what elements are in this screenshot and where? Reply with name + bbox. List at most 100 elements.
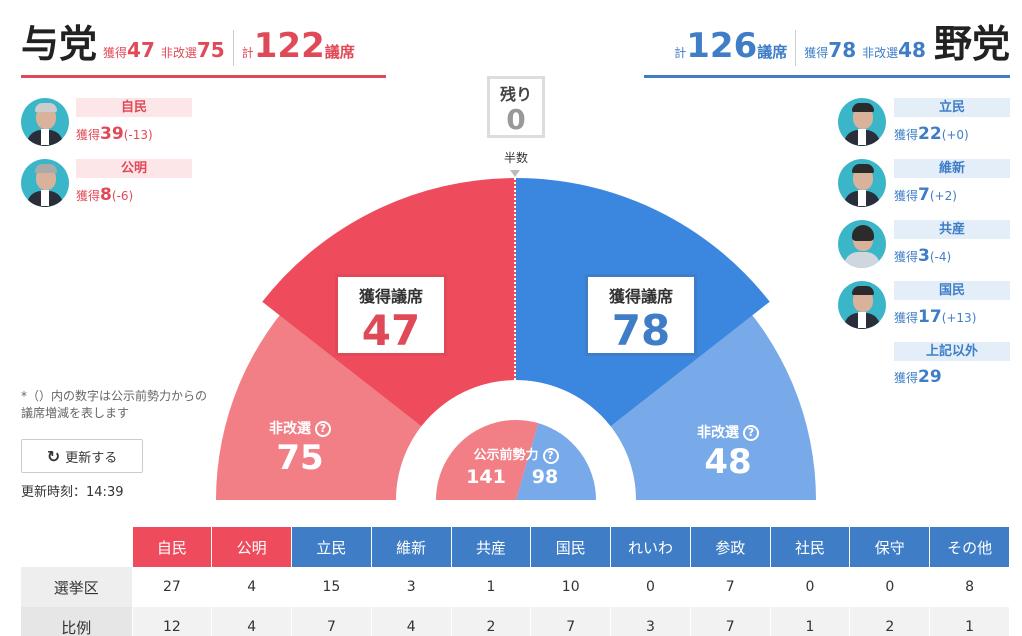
table-header-cell: 維新: [371, 527, 452, 567]
remaining-seats-box: 残り 0: [487, 76, 545, 138]
table-corner: [21, 527, 133, 567]
divider: [232, 29, 234, 66]
table-header-cell: 社民: [770, 527, 851, 567]
table-cell: 2: [849, 607, 931, 636]
party-label-jcp: 共産: [894, 220, 1010, 239]
prior-strength-label: 公示前勢力: [473, 448, 539, 463]
ruling-header: 与党 獲得 47 非改選 75 計 122 議席: [21, 20, 386, 78]
party-label-ldp: 自民: [76, 98, 192, 117]
ruling-unelected-label: 非改選: [160, 46, 197, 60]
opposition-unelected-label: 非改選: [862, 46, 899, 60]
remaining-label: 残り: [499, 85, 532, 104]
refresh-icon: ↻: [46, 446, 61, 466]
party-label-cdp: 立民: [894, 98, 1010, 117]
party-result-jcp: 獲得3(-4): [894, 246, 952, 266]
opposition-total: 126: [686, 26, 758, 66]
table-cell: 10: [530, 567, 612, 607]
table-row-label: 選挙区: [21, 567, 133, 607]
ruling-unelected-info: 非改選? 75: [250, 418, 350, 478]
party-result-ldp: 獲得39(-13): [76, 124, 153, 144]
prior-strength-info: 公示前勢力?: [456, 444, 576, 464]
table-cell: 1: [770, 607, 851, 636]
ruling-prior-segment: [436, 420, 539, 500]
party-label-dpp: 国民: [894, 281, 1010, 300]
table-row-label: 比例: [21, 607, 133, 636]
help-icon[interactable]: ?: [315, 421, 331, 437]
table-row: 選挙区 27 4 15 3 1 10 0 7 0 0 8: [21, 567, 1010, 607]
ruling-won-box: 獲得議席 47: [335, 274, 447, 356]
ruling-total: 122: [253, 26, 325, 66]
table-header-cell: 参政: [690, 527, 771, 567]
table-header-cell: 立民: [291, 527, 372, 567]
table-header-cell: れいわ: [610, 527, 691, 567]
table-cell: 7: [690, 607, 771, 636]
table-cell: 4: [371, 607, 452, 636]
opposition-unelected-value: 48: [704, 442, 752, 482]
table-cell: 1: [451, 567, 532, 607]
party-result-komeito: 獲得8(-6): [76, 185, 134, 205]
ruling-title: 与党: [21, 22, 98, 66]
majority-marker-icon: [510, 170, 520, 177]
opposition-unelected-text: 非改選: [697, 425, 739, 441]
ruling-won-box-label: 獲得議席: [358, 287, 423, 306]
table-header-row: 自民 公明 立民 維新 共産 国民 れいわ 参政 社民 保守 その他: [21, 527, 1010, 567]
opposition-won-box-count: 78: [611, 306, 671, 355]
table-header-cell: 保守: [849, 527, 931, 567]
party-result-others: 獲得29: [894, 367, 942, 387]
opposition-seats-unit: 議席: [757, 43, 788, 61]
opposition-header: 計 126 議席 獲得 78 非改選 48 野党: [644, 20, 1010, 78]
majority-label: 半数: [503, 151, 528, 165]
opposition-won-count: 78: [828, 38, 857, 62]
ruling-won-count: 47: [127, 38, 155, 62]
table-cell: 7: [291, 607, 372, 636]
divider: [795, 29, 797, 66]
table-row: 比例 12 4 7 4 2 7 3 7 1 2 1: [21, 607, 1010, 636]
table-cell: 3: [371, 567, 452, 607]
dpp-leader-avatar: [838, 281, 886, 329]
table-header-cell: 自民: [132, 527, 213, 567]
party-label-others: 上記以外: [894, 342, 1010, 361]
table-cell: 15: [291, 567, 372, 607]
ishin-leader-avatar: [838, 159, 886, 207]
opposition-won-box-label: 獲得議席: [608, 287, 673, 306]
ruling-unelected-value: 75: [276, 438, 324, 478]
opposition-unelected-count: 48: [898, 38, 926, 62]
party-result-cdp: 獲得22(+0): [894, 124, 969, 144]
table-cell: 2: [451, 607, 532, 636]
table-cell: 4: [211, 607, 293, 636]
table-cell: 12: [132, 607, 213, 636]
help-icon[interactable]: ?: [542, 447, 559, 464]
ruling-unelected-count: 75: [196, 38, 225, 62]
table-cell: 7: [530, 607, 612, 636]
opposition-title: 野党: [933, 22, 1010, 66]
table-header-cell: 国民: [530, 527, 612, 567]
table-header-cell: 公明: [211, 527, 293, 567]
komeito-leader-avatar: [21, 159, 69, 207]
table-cell: 27: [132, 567, 213, 607]
ruling-seats-unit: 議席: [324, 43, 355, 61]
party-result-ishin: 獲得7(+2): [894, 185, 957, 205]
table-cell: 1: [929, 607, 1010, 636]
opposition-won-box: 獲得議席 78: [585, 274, 697, 356]
ruling-won-label: 獲得: [103, 46, 128, 60]
jcp-leader-avatar: [838, 220, 886, 268]
table-cell: 7: [690, 567, 771, 607]
table-header-cell: 共産: [451, 527, 532, 567]
ruling-prior-count: 141: [466, 466, 506, 488]
footnote: *（）内の数字は公示前勢力からの 議席増減を表します: [21, 389, 208, 420]
refresh-button-label: 更新する: [65, 450, 118, 466]
help-icon[interactable]: ?: [743, 425, 759, 441]
opposition-won-label: 獲得: [804, 46, 829, 60]
remaining-count: 0: [506, 103, 526, 136]
refresh-button[interactable]: ↻ 更新する: [21, 439, 143, 473]
results-table: 自民 公明 立民 維新 共産 国民 れいわ 参政 社民 保守 その他 選挙区 27 4 15 3 1 10 0 7 0…: [21, 527, 1010, 636]
ruling-total-label: 計: [241, 46, 254, 60]
opposition-unelected-info: 非改選? 48: [678, 422, 778, 482]
table-cell: 0: [610, 567, 691, 607]
table-cell: 0: [849, 567, 931, 607]
ldp-leader-avatar: [21, 98, 69, 146]
opposition-total-label: 計: [674, 46, 687, 60]
table-cell: 8: [929, 567, 1010, 607]
table-cell: 0: [770, 567, 851, 607]
cdp-leader-avatar: [838, 98, 886, 146]
